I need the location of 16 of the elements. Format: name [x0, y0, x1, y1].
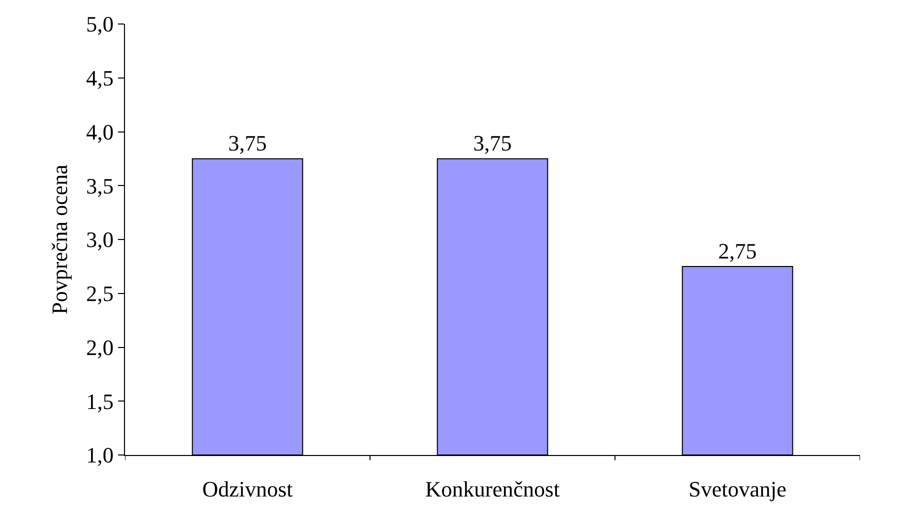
y-tick-label: 3,5	[86, 173, 114, 198]
y-tick-label: 4,0	[86, 119, 114, 144]
y-tick-label: 4,5	[86, 66, 114, 91]
data-label: 3,75	[473, 130, 512, 156]
x-tick-label: Konkurenčnost	[425, 476, 560, 502]
y-tick-label: 1,5	[86, 388, 114, 414]
y-axis-title: Povprečna ocena	[46, 164, 72, 314]
y-tick-label: 5,0	[86, 12, 114, 37]
y-tick-label: 3,0	[86, 227, 114, 252]
y-tick-label: 2,5	[86, 281, 114, 306]
data-label: 2,75	[718, 238, 757, 264]
data-label: 3,75	[228, 130, 267, 156]
y-tick-label: 1,0	[86, 442, 114, 468]
x-tick-label: Odzivnost	[202, 476, 293, 502]
x-tick-label: Svetovanje	[688, 476, 786, 502]
y-tick-label: 2,0	[86, 334, 114, 360]
